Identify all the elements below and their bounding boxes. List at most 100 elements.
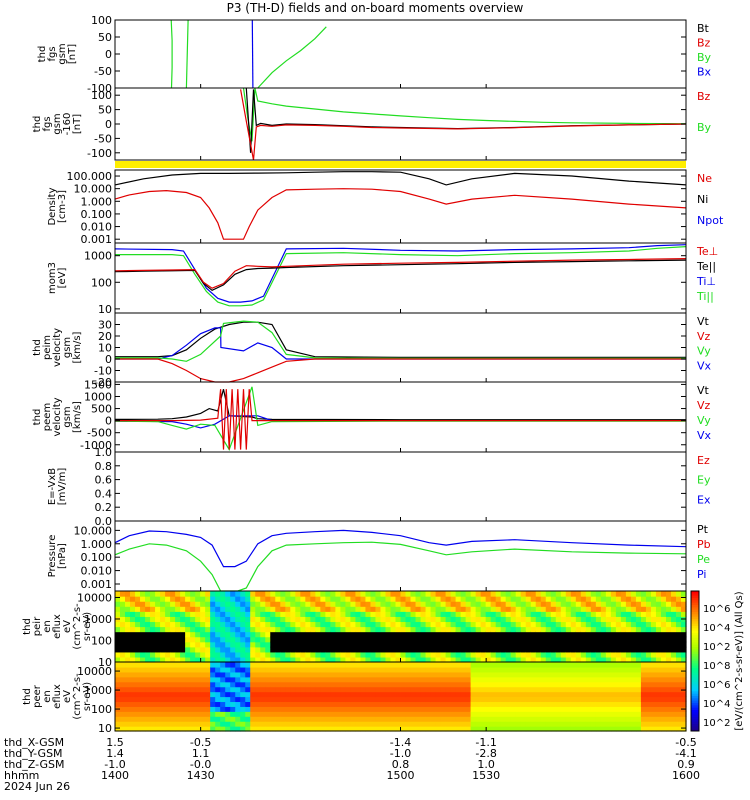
heatmap-cell [485, 686, 492, 693]
heatmap-cell [420, 631, 427, 638]
heatmap-cell [130, 606, 136, 612]
heatmap-cell [560, 606, 567, 612]
heatmap-cell [425, 621, 432, 628]
heatmap-cell [200, 641, 206, 648]
heatmap-cell [235, 641, 241, 648]
heatmap-cell [235, 716, 241, 722]
heatmap-cell [605, 606, 612, 612]
heatmap-cell [525, 611, 532, 617]
heatmap-cell [130, 656, 136, 663]
colorbar-cell [691, 675, 699, 678]
heatmap-cell [150, 606, 156, 612]
heatmap-cell [320, 696, 326, 703]
ephemeris-label: thd_Z-GSM [4, 758, 64, 771]
heatmap-cell [585, 666, 592, 673]
heatmap-cell [315, 646, 321, 653]
heatmap-cell [355, 606, 362, 612]
heatmap-cell [380, 621, 387, 628]
heatmap-cell [555, 716, 562, 722]
heatmap-cell [660, 606, 667, 612]
heatmap-cell [205, 681, 211, 688]
heatmap-cell [655, 606, 662, 612]
heatmap-cell [390, 691, 397, 698]
heatmap-cell [330, 621, 336, 628]
heatmap-cell [370, 681, 377, 688]
heatmap-cell [570, 591, 577, 597]
heatmap-cell [170, 616, 176, 623]
heatmap-cell [430, 636, 437, 643]
colorbar-cell [691, 626, 699, 629]
heatmap-cell [315, 696, 321, 703]
heatmap-cell [680, 666, 687, 673]
heatmap-cell [205, 626, 211, 633]
heatmap-cell [380, 616, 387, 623]
heatmap-cell [470, 621, 477, 628]
heatmap-cell [115, 686, 121, 693]
heatmap-cell [675, 631, 682, 638]
heatmap-cell [535, 691, 542, 698]
heatmap-cell [485, 651, 492, 658]
heatmap-cell [455, 666, 462, 673]
heatmap-cell [680, 641, 687, 648]
heatmap-cell [575, 656, 582, 663]
legend-entry: Ti|| [696, 290, 714, 303]
heatmap-cell [250, 671, 256, 678]
heatmap-cell [460, 721, 467, 727]
heatmap-cell [270, 716, 276, 722]
heatmap-cell [430, 696, 437, 703]
heatmap-cell [600, 646, 607, 653]
heatmap-cell [250, 726, 256, 732]
heatmap-cell [195, 671, 201, 678]
heatmap-cell [310, 596, 316, 602]
heatmap-cell [530, 666, 537, 673]
heatmap-cell [180, 646, 186, 653]
heatmap-cell [230, 666, 236, 673]
heatmap-cell [500, 651, 507, 658]
heatmap-cell [325, 726, 331, 732]
heatmap-cell [560, 686, 567, 693]
heatmap-cell [510, 601, 517, 607]
heatmap-cell [125, 686, 131, 693]
heatmap-cell [640, 696, 647, 703]
heatmap-cell [155, 676, 161, 683]
heatmap-cell [530, 631, 537, 638]
heatmap-cell [405, 611, 412, 617]
heatmap-cell [550, 701, 557, 707]
heatmap-cell [630, 611, 637, 617]
heatmap-cell [465, 601, 472, 607]
heatmap-cell [615, 696, 622, 703]
heatmap-cell [520, 662, 527, 668]
heatmap-cell [630, 671, 637, 678]
heatmap-cell [615, 656, 622, 663]
series-fgs160-By-0 [242, 87, 687, 142]
heatmap-cell [680, 691, 687, 698]
y-axis-label: gsm [62, 337, 73, 358]
heatmap-cell [480, 651, 487, 658]
heatmap-cell [460, 716, 467, 722]
heatmap-cell [195, 662, 201, 668]
heatmap-cell [155, 696, 161, 703]
heatmap-cell [480, 706, 487, 712]
heatmap-cell [495, 716, 502, 722]
heatmap-cell [585, 616, 592, 623]
heatmap-cell [675, 691, 682, 698]
heatmap-cell [530, 716, 537, 722]
heatmap-cell [460, 636, 467, 643]
heatmap-cell [400, 691, 407, 698]
heatmap-cell [370, 656, 377, 663]
heatmap-cell [640, 616, 647, 623]
heatmap-cell [330, 646, 336, 653]
heatmap-cell [135, 721, 141, 727]
heatmap-cell [385, 671, 392, 678]
heatmap-cell [640, 601, 647, 607]
heatmap-cell [215, 651, 221, 658]
heatmap-cell [135, 636, 141, 643]
heatmap-cell [115, 601, 121, 607]
heatmap-cell [645, 711, 652, 717]
heatmap-cell [355, 651, 362, 658]
heatmap-cell [370, 701, 377, 707]
heatmap-cell [525, 676, 532, 683]
heatmap-cell [200, 596, 206, 602]
heatmap-cell [570, 696, 577, 703]
heatmap-cell [435, 726, 442, 732]
